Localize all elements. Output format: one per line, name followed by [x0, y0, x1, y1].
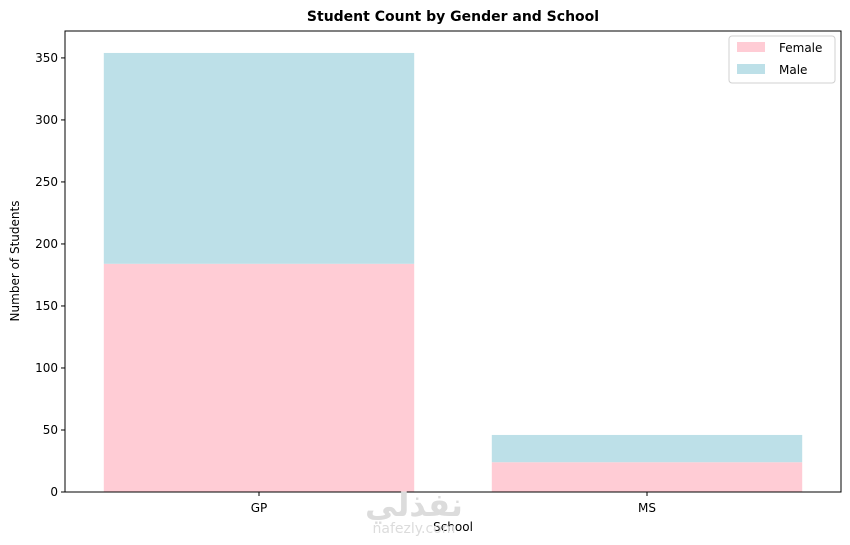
y-tick-label: 50: [43, 423, 58, 437]
chart-title: Student Count by Gender and School: [307, 9, 599, 25]
x-tick-label: MS: [638, 501, 656, 515]
y-tick-label: 350: [35, 51, 58, 65]
bars-group: [103, 52, 803, 492]
x-axis-ticks: GP MS: [251, 492, 656, 515]
legend: Female Male: [728, 35, 836, 84]
y-tick-label: 300: [35, 113, 58, 127]
legend-swatch-female: [737, 42, 765, 52]
bar-male-ms: [491, 434, 803, 463]
bar-male-gp: [103, 52, 415, 264]
legend-swatch-male: [737, 64, 765, 74]
x-tick-label: GP: [251, 501, 268, 515]
bar-female-gp: [103, 263, 415, 492]
y-axis-label: Number of Students: [8, 201, 22, 322]
y-tick-label: 0: [50, 485, 58, 499]
y-tick-label: 200: [35, 237, 58, 251]
bar-female-ms: [491, 462, 803, 492]
y-tick-label: 100: [35, 361, 58, 375]
legend-label-male: Male: [779, 63, 807, 77]
legend-label-female: Female: [779, 41, 822, 55]
y-axis-ticks: 0 50 100 150 200 250 300 350: [35, 51, 65, 499]
y-tick-label: 150: [35, 299, 58, 313]
plot-frame: [64, 30, 842, 493]
y-tick-label: 250: [35, 175, 58, 189]
x-axis-label: School: [433, 520, 473, 534]
